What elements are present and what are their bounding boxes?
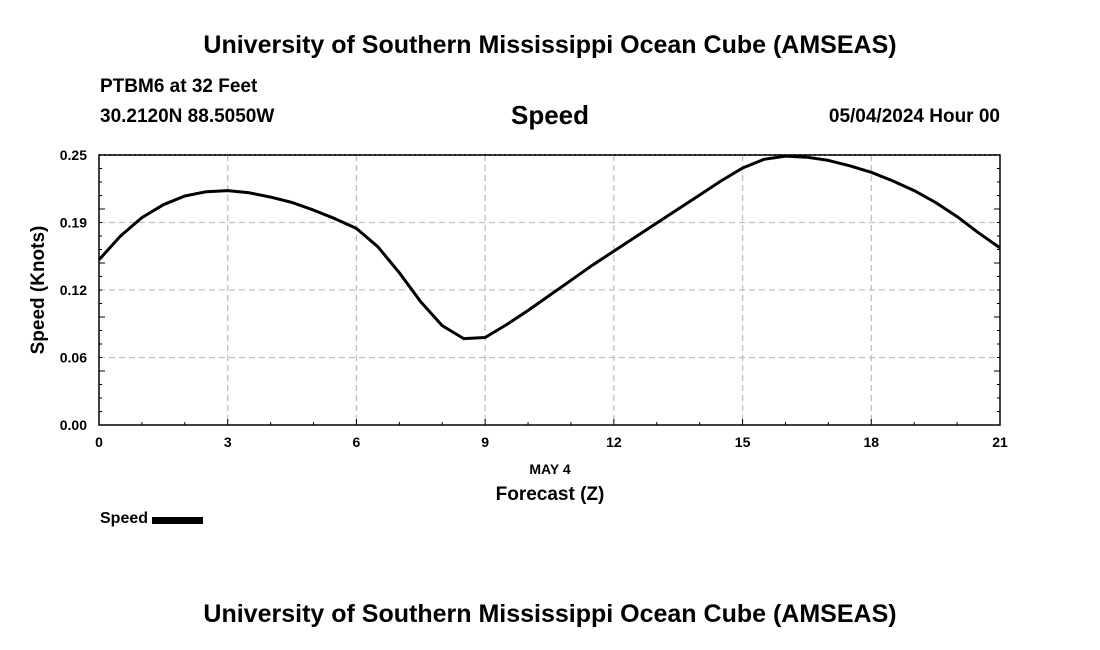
y-tick-label: 0.00 xyxy=(60,417,87,433)
speed-series-line xyxy=(97,154,1001,341)
forecast-datetime: 05/04/2024 Hour 00 xyxy=(828,106,1000,127)
y-tick-label: 0.06 xyxy=(60,350,87,366)
coordinates-label: 30.2120N 88.5050W xyxy=(100,106,275,127)
x-tick-label: 15 xyxy=(735,434,751,450)
x-axis-label: Forecast (Z) xyxy=(496,484,605,505)
x-tick-label: 12 xyxy=(606,434,622,450)
x-tick-label: 0 xyxy=(95,434,103,450)
x-axis-date-label: MAY 4 xyxy=(529,461,570,477)
tick-labels: 0 3 6 9 12 15 18 21 0.00 0.06 0.12 0.19 0.25 xyxy=(60,147,1008,450)
minor-ticks xyxy=(98,154,1001,426)
chart-bottom-title: University of Southern Mississippi Ocean… xyxy=(203,600,897,628)
y-axis-label: Speed (Knots) xyxy=(28,226,49,355)
x-tick-label: 18 xyxy=(863,434,879,450)
x-tick-label: 3 xyxy=(224,434,232,450)
y-tick-label: 0.25 xyxy=(60,147,87,163)
chart-legend: Speed xyxy=(100,510,204,528)
chart-top-title: University of Southern Mississippi Ocean… xyxy=(203,31,897,59)
legend-label: Speed xyxy=(100,510,149,527)
station-label: PTBM6 at 32 Feet xyxy=(100,76,258,97)
x-tick-label: 6 xyxy=(353,434,361,450)
legend-swatch xyxy=(152,516,204,524)
y-tick-label: 0.19 xyxy=(60,215,87,231)
grid-layer xyxy=(99,155,1000,425)
x-tick-label: 9 xyxy=(481,434,489,450)
x-tick-label: 21 xyxy=(992,434,1008,450)
plot-title: Speed xyxy=(510,100,590,130)
y-tick-label: 0.12 xyxy=(60,282,87,298)
